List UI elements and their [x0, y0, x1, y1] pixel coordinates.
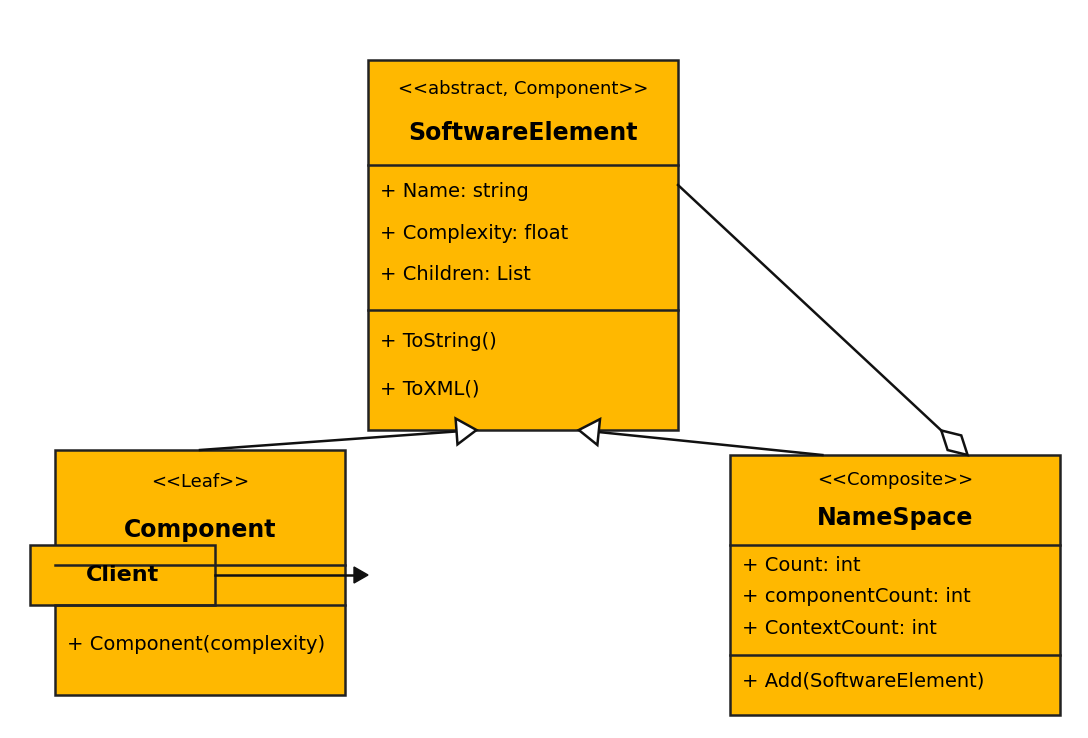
Polygon shape — [579, 419, 599, 445]
Text: + Add(SoftwareElement): + Add(SoftwareElement) — [742, 672, 985, 691]
Text: NameSpace: NameSpace — [817, 506, 973, 530]
Text: SoftwareElement: SoftwareElement — [408, 122, 638, 145]
Bar — [730, 455, 1060, 715]
Text: + ToXML(): + ToXML() — [380, 379, 480, 399]
Bar — [55, 450, 345, 695]
Text: + componentCount: int: + componentCount: int — [742, 587, 970, 607]
Text: Component: Component — [124, 519, 276, 542]
Text: Client: Client — [86, 565, 159, 585]
Text: + ToString(): + ToString() — [380, 331, 497, 351]
Polygon shape — [354, 567, 368, 583]
Text: + Count: int: + Count: int — [742, 556, 861, 575]
Text: <<Leaf>>: <<Leaf>> — [151, 473, 249, 492]
Bar — [368, 60, 678, 430]
Text: + Complexity: float: + Complexity: float — [380, 224, 568, 243]
Text: + Children: List: + Children: List — [380, 265, 531, 284]
Text: + Name: string: + Name: string — [380, 182, 529, 201]
Text: + Component(complexity): + Component(complexity) — [67, 635, 325, 654]
Polygon shape — [941, 430, 967, 455]
Text: <<Composite>>: <<Composite>> — [817, 471, 973, 489]
Bar — [30, 545, 215, 605]
Text: <<abstract, Component>>: <<abstract, Component>> — [398, 80, 648, 98]
Text: + ContextCount: int: + ContextCount: int — [742, 618, 937, 638]
Polygon shape — [456, 418, 477, 444]
